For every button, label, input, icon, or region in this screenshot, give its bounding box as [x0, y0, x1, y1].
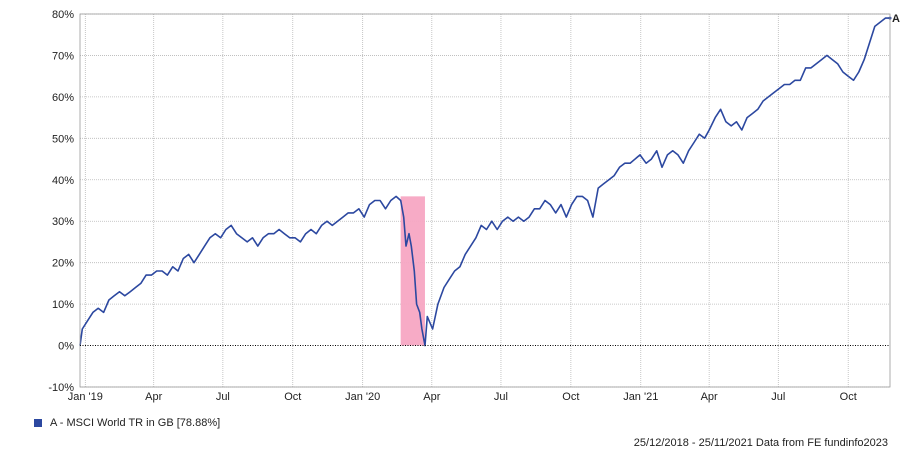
y-tick-label: 10% — [52, 299, 74, 311]
y-tick-label: 50% — [52, 133, 74, 145]
y-tick-label: 30% — [52, 216, 74, 228]
footer-source-note: 25/12/2018 - 25/11/2021 Data from FE fun… — [633, 437, 888, 449]
y-tick-label: -10% — [48, 382, 74, 394]
y-tick-label: 40% — [52, 175, 74, 187]
grid-layer — [80, 13, 890, 388]
y-tick-label: 80% — [52, 9, 74, 21]
series-line — [79, 17, 890, 347]
x-tick-label: Apr — [145, 391, 162, 403]
x-tick-label: Oct — [284, 391, 301, 403]
x-tick-label: Apr — [701, 391, 718, 403]
x-tick-label: Jan '20 — [345, 391, 380, 403]
y-tick-label: 20% — [52, 258, 74, 270]
legend-label: A - MSCI World TR in GB [78.88%] — [50, 417, 221, 429]
x-tick-label: Oct — [840, 391, 857, 403]
x-tick-label: Jul — [771, 391, 785, 403]
x-tick-label: Jul — [216, 391, 230, 403]
x-tick-label: Oct — [562, 391, 579, 403]
axis-layer: -10% 0% 10% 20% 30% 40% 50% 60% 70% 80% Jan '19 Apr… — [48, 9, 891, 403]
y-tick-label: 60% — [52, 92, 74, 104]
x-tick-label: Jan '21 — [623, 391, 658, 403]
legend-swatch — [34, 419, 42, 427]
series-layer: A — [79, 13, 900, 347]
legend: A - MSCI World TR in GB [78.88%] — [34, 417, 220, 429]
x-tick-label: Jan '19 — [68, 391, 103, 403]
y-tick-label: 0% — [58, 341, 74, 353]
series-end-label: A — [892, 13, 900, 25]
x-tick-label: Jul — [494, 391, 508, 403]
plot-frame — [79, 13, 891, 388]
x-tick-label: Apr — [423, 391, 440, 403]
y-tick-label: 70% — [52, 50, 74, 62]
